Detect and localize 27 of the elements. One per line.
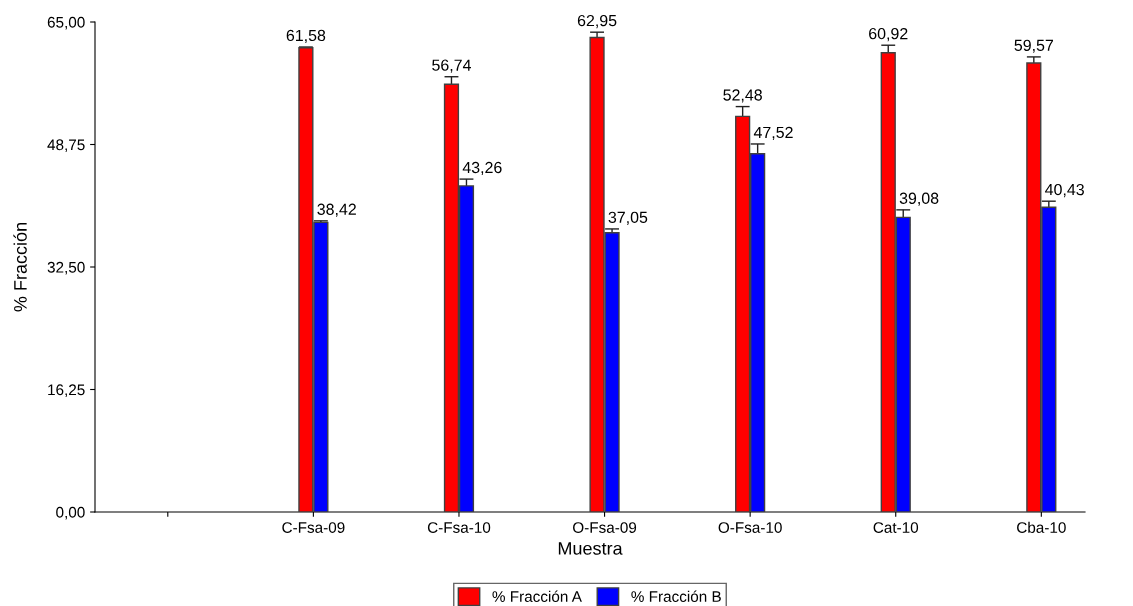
- data-label: 47,52: [753, 126, 793, 140]
- data-label: 38,42: [317, 203, 356, 217]
- x-tick-label: C-Fsa-09: [282, 522, 345, 533]
- data-label: 52,48: [723, 89, 762, 103]
- data-label: 37,05: [608, 211, 648, 225]
- x-tick-label: O-Fsa-10: [718, 522, 782, 533]
- data-label: 56,74: [432, 59, 471, 73]
- x-tick-label: O-Fsa-09: [573, 522, 637, 533]
- y-tick-label: 65,00: [47, 16, 85, 30]
- x-tick-label: C-Fsa-10: [427, 522, 491, 533]
- y-tick-label: 48,75: [47, 139, 85, 152]
- data-label: 60,92: [869, 27, 908, 42]
- x-tick-label: Cat-10: [873, 522, 919, 533]
- data-label: 39,08: [899, 192, 939, 206]
- data-label: 62,95: [577, 14, 617, 29]
- data-label: 59,57: [1014, 39, 1054, 53]
- x-tick-label: Cba-10: [1017, 521, 1066, 533]
- data-label: 40,43: [1045, 183, 1084, 198]
- legend-label: % Fracción B: [631, 590, 721, 602]
- x-axis-title: Muestra: [558, 542, 623, 555]
- y-axis-title: % Fracción: [13, 223, 27, 312]
- y-tick-label: 0,00: [56, 506, 85, 520]
- y-tick-label: 16,25: [48, 384, 85, 397]
- y-tick-label: 32,50: [47, 261, 85, 275]
- data-label: 43,26: [462, 161, 502, 176]
- legend-label: % Fracción A: [492, 590, 582, 602]
- data-label: 61,58: [286, 29, 326, 43]
